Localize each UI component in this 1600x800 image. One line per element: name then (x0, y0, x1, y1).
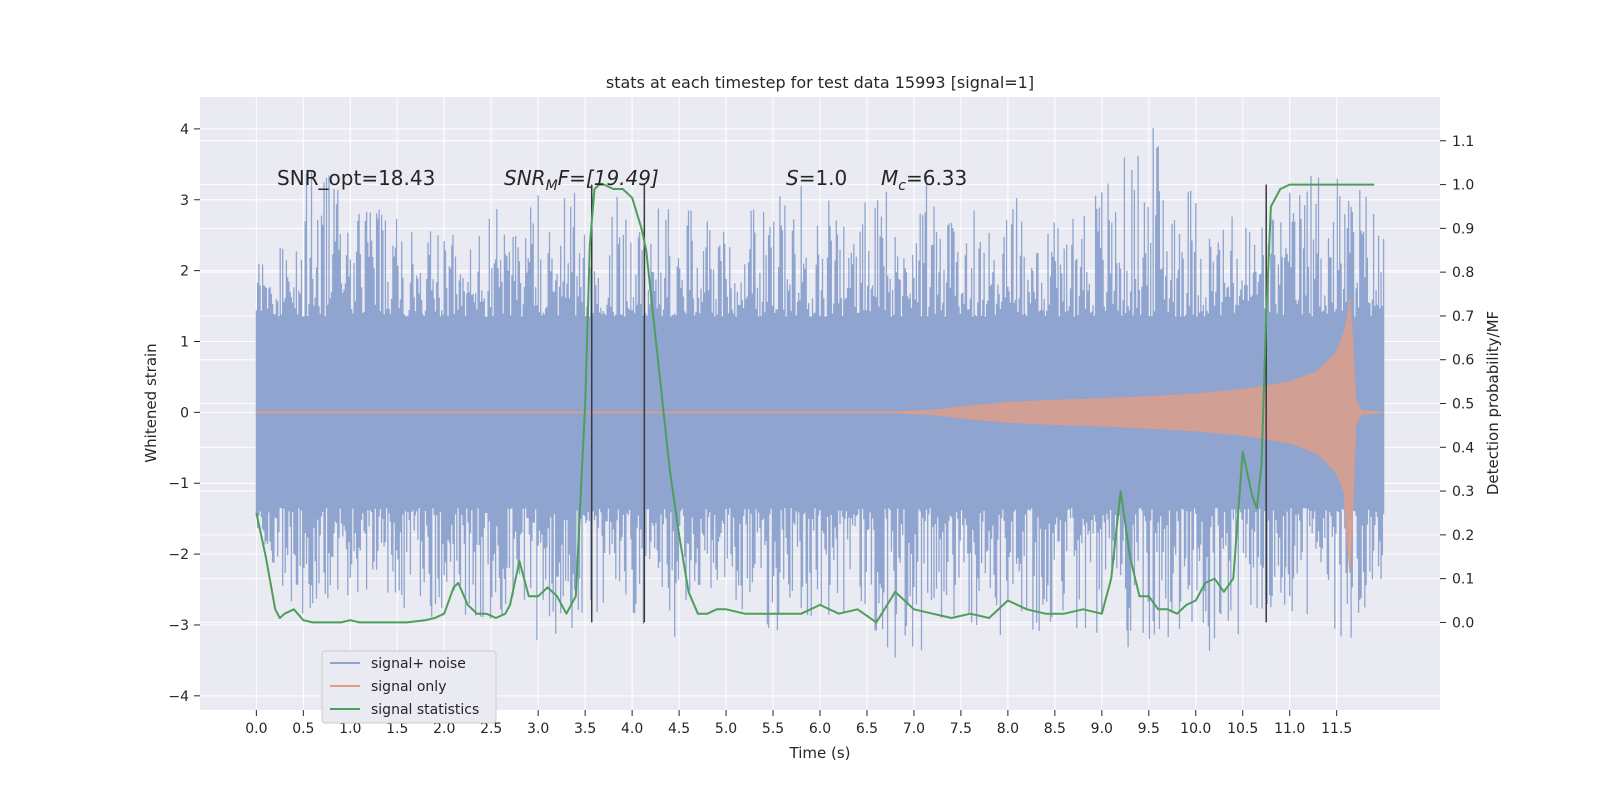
x-tick-label: 2.0 (433, 721, 455, 737)
annotation-mc-value: =6.33 (906, 166, 967, 190)
annotation-snr-mf-subscript: M (546, 178, 558, 194)
legend-box (321, 650, 497, 724)
y-right-tick-label: 1.0 (1452, 178, 1474, 194)
x-tick-label: 9.0 (1091, 721, 1113, 737)
x-tick-label: 4.5 (668, 721, 690, 737)
y-left-tick-label: −1 (168, 476, 189, 492)
x-tick-label: 5.0 (715, 721, 737, 737)
legend-label-signal-only: signal only (371, 679, 446, 695)
annotation-snr-mf: SNRMF=[19.49] (504, 166, 659, 194)
x-tick-label: 3.5 (574, 721, 596, 737)
x-tick-label: 9.5 (1138, 721, 1160, 737)
x-tick-label: 1.0 (339, 721, 361, 737)
y-left-tick-label: −2 (168, 547, 189, 563)
annotation-s-symbol: S (786, 166, 799, 190)
x-tick-label: 8.0 (997, 721, 1019, 737)
annotation-snr-mf-value: F=[19.49] (558, 166, 659, 190)
signal-statistics-line (255, 183, 1375, 624)
y-left-tick-label: 2 (180, 264, 189, 280)
y-left-tick-label: 1 (180, 334, 189, 350)
tick-marks (194, 128, 1446, 716)
x-tick-label: 8.5 (1044, 721, 1066, 737)
y-left-tick-label: 3 (180, 193, 189, 209)
x-tick-label: 0.5 (292, 721, 314, 737)
y-right-tick-label: 0.3 (1452, 484, 1474, 500)
x-tick-label: 6.0 (809, 721, 831, 737)
legend: signal+ noise signal only signal statist… (321, 650, 497, 724)
y-right-axis-label: Detection probability/MF (1484, 311, 1502, 495)
y-left-axis-label: Whitened strain (142, 343, 160, 462)
vertical-markers (590, 184, 1267, 623)
x-tick-labels: 0.0 0.5 1.0 1.5 2.0 2.5 3.0 3.5 4.0 4.5 5.0 5.5 6.0 6… (245, 721, 1352, 737)
y-right-tick-label: 0.5 (1452, 397, 1474, 413)
y-left-tick-label: −3 (168, 618, 189, 634)
signal-statistics-series (255, 183, 1375, 624)
annotation-s-value: =1.0 (799, 166, 848, 190)
x-tick-label: 5.5 (762, 721, 784, 737)
legend-label-signal-statistics: signal statistics (371, 702, 479, 718)
chart-title: stats at each timestep for test data 159… (606, 73, 1034, 92)
y-right-tick-label: 0.2 (1452, 528, 1474, 544)
x-tick-label: 3.0 (527, 721, 549, 737)
annotation-mc: Mc=6.33 (881, 166, 967, 194)
y-left-tick-labels: −4 −3 −2 −1 0 1 2 3 4 (168, 122, 189, 705)
x-tick-label: 0.0 (245, 721, 267, 737)
y-right-tick-label: 0.0 (1452, 615, 1474, 631)
y-right-tick-label: 0.1 (1452, 572, 1474, 588)
y-right-tick-label: 0.9 (1452, 221, 1474, 237)
x-tick-label: 10.0 (1180, 721, 1211, 737)
x-axis-label: Time (s) (789, 744, 851, 762)
y-left-tick-label: −4 (168, 689, 189, 705)
legend-label-signal-noise: signal+ noise (371, 656, 466, 672)
annotation-mc-symbol: M (881, 166, 898, 190)
y-right-tick-labels: 0.0 0.1 0.2 0.3 0.4 0.5 0.6 0.7 0.8 0.9 1.0 1.1 (1452, 134, 1474, 632)
y-right-tick-label: 0.7 (1452, 309, 1474, 325)
annotation-s: S=1.0 (786, 166, 847, 190)
annotation-snr-mf-symbol: SNR (504, 166, 546, 190)
x-tick-label: 4.0 (621, 721, 643, 737)
x-tick-label: 1.5 (386, 721, 408, 737)
y-left-tick-label: 0 (180, 405, 189, 421)
y-right-tick-label: 0.6 (1452, 353, 1474, 369)
annotation-mc-subscript: c (898, 178, 906, 194)
y-right-tick-label: 1.1 (1452, 134, 1474, 150)
x-tick-label: 7.0 (903, 721, 925, 737)
x-tick-label: 7.5 (950, 721, 972, 737)
x-tick-label: 10.5 (1227, 721, 1258, 737)
y-right-tick-label: 0.4 (1452, 440, 1474, 456)
annotation-snr-opt: SNR_opt=18.43 (277, 166, 435, 190)
x-tick-label: 2.5 (480, 721, 502, 737)
y-left-tick-label: 4 (180, 122, 189, 138)
x-tick-label: 11.5 (1321, 721, 1352, 737)
y-right-tick-label: 0.8 (1452, 265, 1474, 281)
x-tick-label: 11.0 (1274, 721, 1305, 737)
x-tick-label: 6.5 (856, 721, 878, 737)
